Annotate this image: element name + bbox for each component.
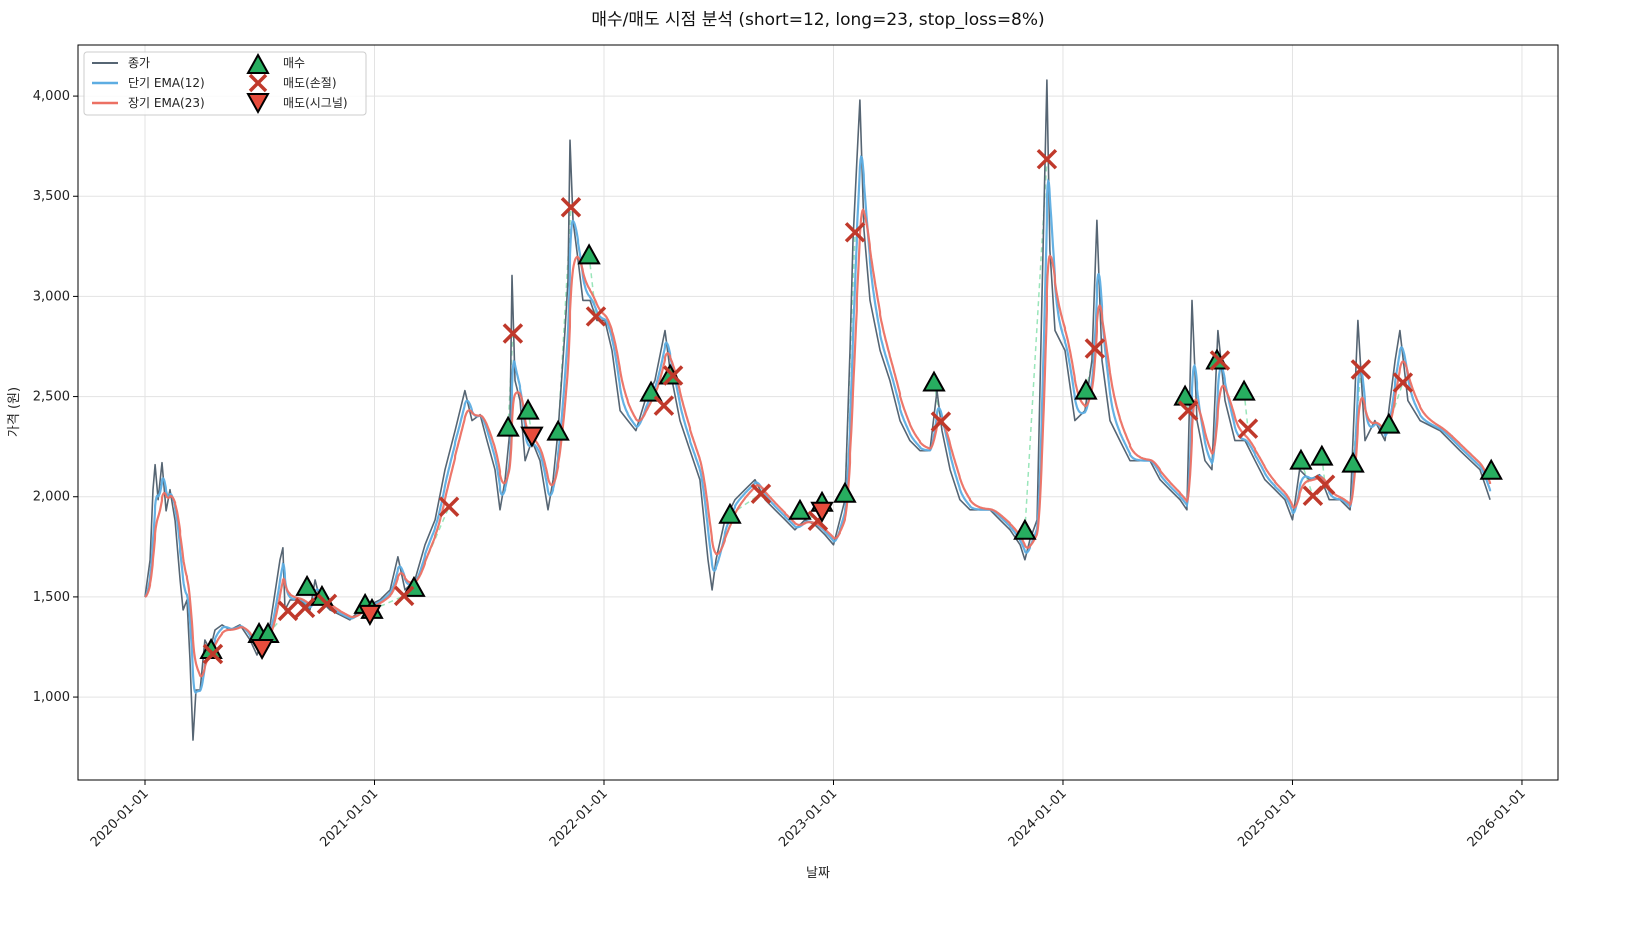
- stop-loss-sell-marker: [393, 585, 415, 607]
- x-tick-label: 2020-01-01: [88, 786, 152, 850]
- stop-loss-sell-marker: [750, 483, 772, 504]
- markers: [199, 148, 1503, 665]
- stop-loss-sell-marker: [1237, 418, 1259, 439]
- legend-box: [83, 51, 367, 116]
- stop-loss-sell-marker: [585, 306, 607, 327]
- x-axis-label: 날짜: [806, 866, 830, 881]
- plot-frame: [77, 44, 1559, 781]
- y-tick-label: 2,000: [33, 490, 70, 505]
- buy-marker: [1173, 384, 1197, 406]
- buy-marker: [546, 419, 570, 441]
- stop-loss-sell-marker: [294, 597, 316, 619]
- legend-stop-marker: [248, 73, 268, 93]
- buy-marker: [1013, 518, 1037, 540]
- buy-marker: [788, 498, 812, 520]
- buy-marker: [718, 502, 742, 524]
- trade-line: [371, 595, 405, 611]
- buy-marker: [833, 481, 857, 503]
- stop-loss-sell-marker: [316, 593, 338, 615]
- trade-line: [1388, 382, 1404, 425]
- stop-loss-sell-marker: [277, 600, 299, 622]
- x-tick-label: 2025-01-01: [1235, 786, 1299, 850]
- stop-loss-sell-marker: [1314, 474, 1336, 495]
- stop-loss-sell-marker: [1084, 338, 1106, 359]
- legend-ema-short-label: 단기 EMA(12): [128, 76, 205, 90]
- legend-signal-marker: [246, 93, 270, 115]
- trade-line: [933, 382, 942, 422]
- x-tick-label: 2021-01-01: [317, 786, 381, 850]
- buy-marker: [310, 584, 334, 606]
- buy-marker: [516, 398, 540, 420]
- stop-loss-sell-marker: [930, 411, 952, 432]
- buy-marker: [1310, 444, 1334, 466]
- x-tick-label: 2023-01-01: [776, 786, 840, 850]
- signal-sell-marker: [520, 426, 544, 448]
- x-tick-label: 2026-01-01: [1465, 786, 1529, 850]
- legend-buy-label: 매수: [283, 56, 305, 70]
- buy-marker: [1289, 448, 1313, 470]
- y-tick-label: 4,000: [33, 89, 70, 104]
- x-tick-label: 2024-01-01: [1006, 786, 1070, 850]
- y-axis-label: 가격 (원): [7, 387, 22, 437]
- legend-close-label: 종가: [128, 56, 150, 70]
- stop-loss-sell-marker: [1350, 359, 1372, 380]
- buy-marker: [1479, 458, 1503, 480]
- x-axis: 2020-01-01 2021-01-01 2022-01-01 2023-01-01…: [88, 780, 1529, 850]
- stop-loss-sell-marker: [662, 365, 684, 386]
- signal-sell-marker: [250, 638, 274, 661]
- stop-loss-sell-marker: [653, 395, 675, 416]
- stop-loss-sell-marker: [1177, 400, 1199, 421]
- buy-marker: [1341, 451, 1365, 473]
- stop-loss-sell-marker: [502, 323, 524, 344]
- trade-line: [413, 506, 450, 589]
- buy-marker: [496, 415, 520, 437]
- y-tick-label: 2,500: [33, 390, 70, 405]
- legend-signal-label: 매도(시그널): [283, 96, 348, 110]
- chart-title: 매수/매도 시점 분석 (short=12, long=23, stop_los…: [591, 10, 1044, 30]
- legend: 종가 단기 EMA(12) 장기 EMA(23) 매수 매도(손절) 매도(시그…: [83, 51, 367, 116]
- ema-short-line: [144, 155, 1492, 695]
- stop-loss-sell-marker: [438, 496, 460, 517]
- grid: [78, 45, 1558, 780]
- stop-loss-sell-marker: [844, 222, 866, 243]
- stop-loss-sell-marker: [1209, 350, 1231, 371]
- trade-line: [1243, 391, 1249, 429]
- y-tick-label: 3,000: [33, 289, 70, 304]
- close-price-line: [144, 79, 1491, 741]
- trade-line: [588, 255, 597, 317]
- y-tick-label: 1,500: [33, 590, 70, 605]
- legend-ema-long-label: 장기 EMA(23): [128, 96, 205, 110]
- stop-loss-sell-marker: [1036, 148, 1058, 170]
- x-tick-label: 2022-01-01: [547, 786, 611, 850]
- signal-sell-marker: [358, 604, 382, 626]
- stop-loss-sell-marker: [1392, 372, 1414, 393]
- y-tick-label: 1,000: [33, 690, 70, 705]
- ema-long-line: [144, 207, 1492, 678]
- buy-marker: [1377, 412, 1401, 434]
- trade-lines: [210, 159, 1404, 655]
- signal-sell-marker: [810, 501, 834, 523]
- stop-loss-sell-marker: [202, 643, 224, 665]
- buy-marker: [577, 243, 601, 265]
- buy-marker: [1074, 378, 1098, 400]
- y-axis: 1,000 1,500 2,000 2,500 3,000 3,500 4,000: [33, 89, 78, 705]
- buy-marker: [295, 574, 319, 596]
- y-tick-label: 3,500: [33, 189, 70, 204]
- buy-marker: [922, 370, 946, 392]
- buy-marker: [1232, 379, 1256, 401]
- legend-stop-label: 매도(손절): [283, 76, 337, 90]
- series: [144, 79, 1492, 741]
- stop-loss-sell-marker: [560, 197, 582, 218]
- legend-buy-marker: [246, 52, 270, 74]
